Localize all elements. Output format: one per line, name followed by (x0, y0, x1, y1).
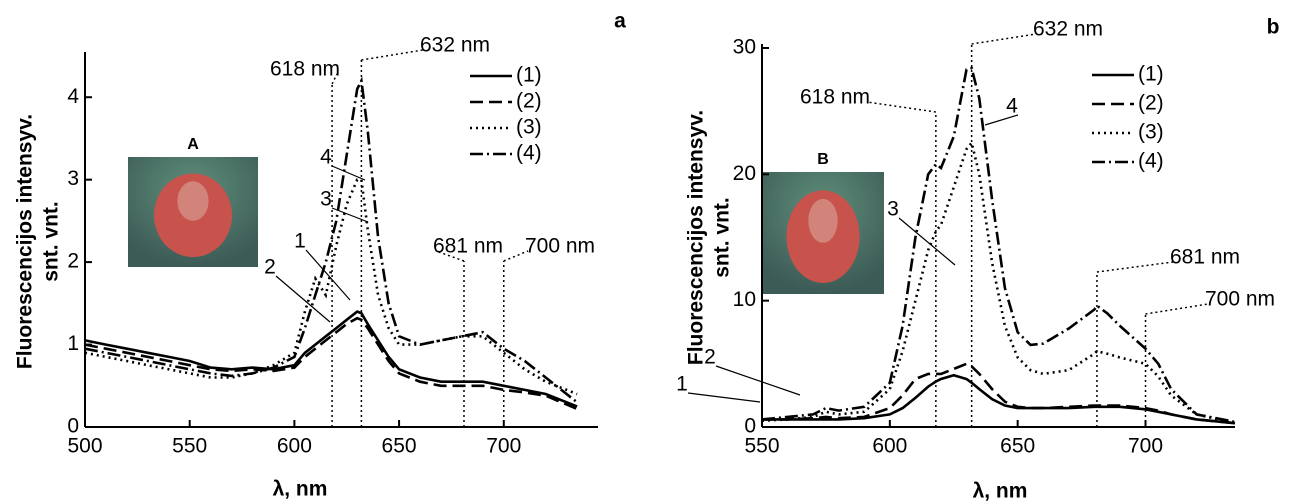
inset-highlight (808, 198, 838, 243)
series-line (84, 316, 578, 411)
inset-highlight (177, 181, 209, 221)
legend-label: (2) (1138, 92, 1164, 115)
curve-label: 4 (1006, 95, 1018, 118)
curve-leader (305, 249, 351, 301)
legend-label: (1) (1138, 63, 1164, 86)
peak-label: 700 nm (525, 235, 595, 258)
y-tick-label: 4 (67, 85, 79, 108)
curve-label: 1 (676, 373, 688, 396)
y-tick-label: 3 (67, 167, 79, 190)
x-axis-title: λ, nm (273, 478, 328, 501)
legend-label: (3) (1138, 121, 1164, 144)
curve-leader (331, 165, 366, 181)
series-line (762, 362, 1236, 425)
peak-label: 681 nm (1170, 246, 1240, 269)
y-tick-label: 2 (67, 250, 79, 273)
x-tick-label: 700 (486, 435, 521, 458)
peak-label: 681 nm (433, 235, 503, 258)
series-line (761, 66, 1236, 424)
series-line (84, 310, 578, 408)
legend-label: (3) (516, 116, 542, 139)
curve-leader (984, 114, 1019, 126)
x-tick-label: 650 (1000, 435, 1035, 458)
peak-label: 700 nm (1205, 288, 1275, 311)
peak-label: 632 nm (420, 34, 490, 57)
curve-leader (898, 217, 956, 266)
legend-label: (2) (516, 90, 542, 113)
legend-label: (4) (1138, 150, 1164, 173)
y-axis-title: Fluorescencijos intensyv. (685, 110, 708, 365)
y-axis-title: Fluorescencijos intensyv. (14, 114, 37, 369)
curve-label: 3 (887, 198, 899, 221)
curve-leader (275, 275, 331, 323)
series-line (761, 139, 1236, 425)
inset-label: A (187, 136, 199, 153)
x-tick-label: 600 (277, 435, 312, 458)
curve-label: 3 (320, 188, 332, 211)
peak-pointer (866, 101, 936, 113)
peak-pointer (503, 250, 529, 262)
peak-pointer (1145, 303, 1209, 315)
x-tick-label: 600 (872, 435, 907, 458)
series-line (762, 373, 1236, 425)
panel-label: a (614, 10, 626, 33)
peak-pointer (361, 49, 424, 61)
y-tick-label: 0 (67, 415, 79, 438)
peak-label: 632 nm (1033, 18, 1103, 41)
y-tick-label: 0 (744, 415, 756, 438)
curve-leader (715, 365, 801, 396)
panel-label: b (1267, 16, 1280, 39)
y-tick-label: 10 (733, 288, 756, 311)
peak-pointer (331, 73, 338, 85)
legend-label: (4) (516, 142, 542, 165)
x-tick-label: 700 (1128, 435, 1163, 458)
x-tick-label: 550 (744, 435, 779, 458)
legend-label: (1) (516, 64, 542, 87)
x-axis-title: λ, nm (973, 480, 1028, 503)
y-axis-title: snt. vnt. (40, 201, 63, 282)
x-tick-label: 650 (382, 435, 417, 458)
curve-label: 2 (704, 346, 716, 369)
peak-label: 618 nm (800, 86, 870, 109)
y-tick-label: 1 (67, 332, 79, 355)
y-tick-label: 30 (733, 36, 756, 59)
x-tick-label: 550 (172, 435, 207, 458)
inset-label: B (817, 151, 829, 168)
peak-label: 618 nm (270, 58, 340, 81)
y-tick-label: 20 (733, 162, 756, 185)
peak-pointer (1096, 261, 1174, 273)
curve-label: 1 (294, 230, 306, 253)
curve-leader (687, 392, 761, 403)
curve-label: 4 (320, 146, 332, 169)
x-tick-label: 500 (67, 435, 102, 458)
peak-pointer (971, 33, 1037, 45)
curve-label: 2 (264, 256, 276, 279)
series-line (84, 178, 578, 396)
y-axis-title: snt. vnt. (711, 197, 734, 278)
series-line (84, 76, 578, 404)
